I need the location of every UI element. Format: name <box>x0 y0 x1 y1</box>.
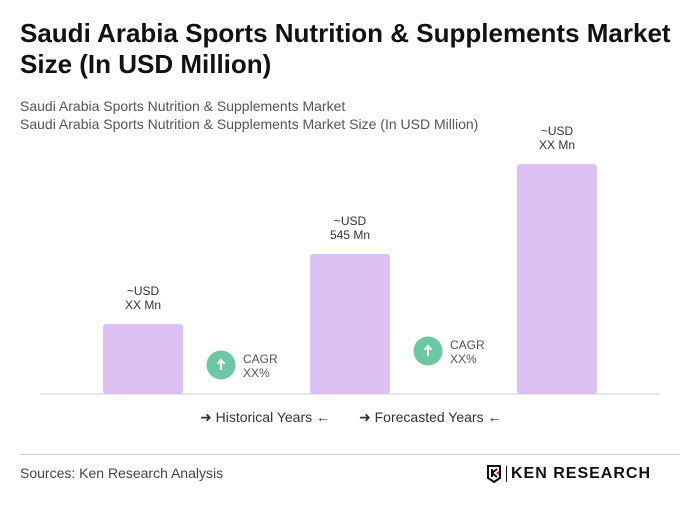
arrow-right-icon: ➜ <box>200 409 212 425</box>
legend-forecasted: ➜ Forecasted Years ← <box>359 409 501 426</box>
ken-research-logo: KEN RESEARCH <box>486 464 651 484</box>
source-text: Sources: Ken Research Analysis <box>20 465 224 481</box>
data-label: ~USD <box>127 284 160 298</box>
arrow-left-icon: ← <box>316 409 331 425</box>
cagr-label: CAGR <box>243 352 278 366</box>
arrow-up-icon <box>216 358 226 370</box>
data-label: ~USD <box>334 214 367 228</box>
data-label: XX Mn <box>125 298 161 312</box>
cagr-label: CAGR <box>450 338 485 352</box>
legend-forecasted-label: Forecasted Years <box>374 409 484 425</box>
arrow-right-icon: ➜ <box>359 409 371 425</box>
bar <box>103 324 183 394</box>
data-label: 545 Mn <box>330 228 370 242</box>
cagr-value: XX% <box>450 352 477 366</box>
cagr-value: XX% <box>243 366 270 380</box>
legend-historical-label: Historical Years <box>215 409 313 425</box>
legend-historical: ➜ Historical Years ← <box>200 409 330 426</box>
chart-subtitle-2: Saudi Arabia Sports Nutrition & Suppleme… <box>20 116 479 132</box>
bar <box>517 164 597 394</box>
logo-mark-icon <box>487 465 501 484</box>
footer-divider <box>20 454 680 455</box>
bar <box>310 254 390 394</box>
data-label: XX Mn <box>539 138 575 152</box>
arrow-left-icon: ← <box>487 409 502 425</box>
arrow-up-icon <box>423 344 433 356</box>
data-label: ~USD <box>541 124 574 138</box>
page-title: Saudi Arabia Sports Nutrition & Suppleme… <box>20 18 671 79</box>
chart-subtitle: Saudi Arabia Sports Nutrition & Suppleme… <box>20 98 346 114</box>
